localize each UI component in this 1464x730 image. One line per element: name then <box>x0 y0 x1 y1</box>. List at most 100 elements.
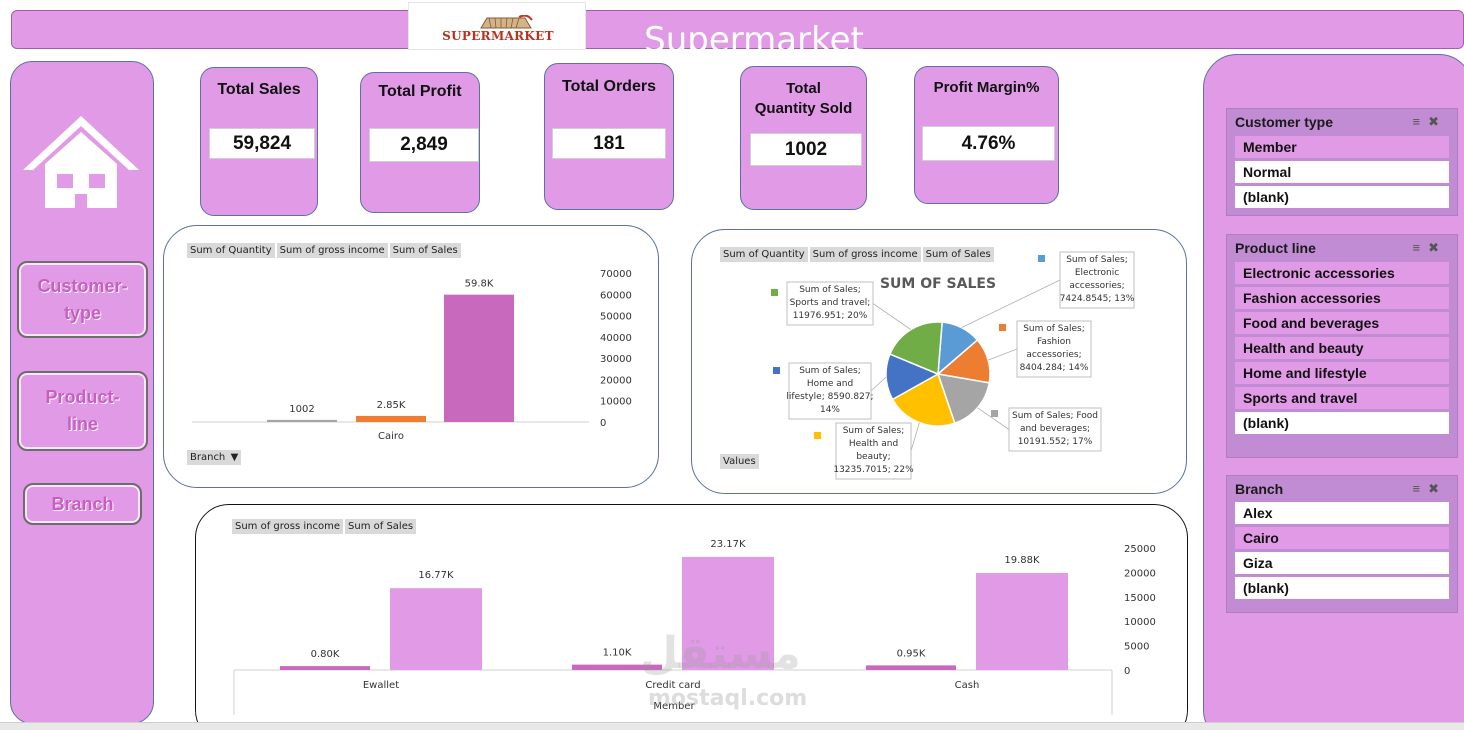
pie-data-label: lifestyle; 8590.827; <box>786 392 873 402</box>
pie-data-label: beauty; <box>856 452 890 462</box>
pie-slice[interactable] <box>888 321 943 376</box>
slicer-branch: Branch ≡✖ Alex Cairo Giza (blank) <box>1226 475 1458 613</box>
field-button-sum-gross-income[interactable]: Sum of gross income <box>232 519 344 534</box>
sales-pie-panel: Sum of Quantity Sum of gross income Sum … <box>691 229 1187 494</box>
customer-type-button[interactable]: Customer- type <box>17 261 148 338</box>
chart3-sales-bar[interactable] <box>390 588 482 670</box>
sales-pie-chart: SUM OF SALES Sum of Sales; Electronic acces… <box>771 251 1135 480</box>
watermark-url: mostaql.com <box>648 686 808 711</box>
pie-data-label-box <box>788 362 872 420</box>
slicer-item[interactable]: (blank) <box>1235 577 1449 599</box>
branch-button[interactable]: Branch <box>23 483 142 525</box>
chart1-field-buttons: Sum of Quantity Sum of gross income Sum … <box>187 243 461 258</box>
pie-legend-marker <box>771 289 778 296</box>
chart3-category-label: Cash <box>955 680 980 691</box>
slicer-item[interactable]: Normal <box>1235 161 1449 183</box>
slicer-product-line: Product line ≡✖ Electronic accessories Fa… <box>1226 234 1458 458</box>
slicer-item[interactable]: Home and lifestyle <box>1235 362 1449 384</box>
field-button-sum-gross-income[interactable]: Sum of gross income <box>809 247 921 262</box>
home-icon[interactable] <box>19 110 143 212</box>
slicer-item[interactable]: Member <box>1235 136 1449 158</box>
chart3-category-label: Credit card <box>645 680 700 691</box>
pie-legend-marker <box>773 367 780 374</box>
pie-legend-marker <box>1038 255 1045 262</box>
pie-data-label: Fashion <box>1037 337 1071 347</box>
kpi-total-quantity-sold: Total Quantity Sold 1002 <box>740 66 867 210</box>
pie-leader-line <box>977 407 1010 430</box>
pie-slice[interactable] <box>891 372 956 427</box>
pie-data-label: Sum of Sales; <box>1066 255 1128 265</box>
chart1-category-label: Cairo <box>378 431 404 442</box>
chart3-category-label: Ewallet <box>363 680 399 691</box>
slicer-item[interactable]: (blank) <box>1235 412 1449 434</box>
field-button-sum-sales[interactable]: Sum of Sales <box>922 247 994 262</box>
kpi-label: Total Profit <box>378 83 462 100</box>
chart3-data-label: 0.95K <box>897 648 926 659</box>
slicer-title: Product line <box>1235 240 1316 256</box>
chart3-data-label: 0.80K <box>311 649 340 660</box>
chart1-tick-label: 70000 <box>600 269 632 280</box>
slicer-item[interactable]: (blank) <box>1235 186 1449 208</box>
chart3-income-bar[interactable] <box>572 664 662 670</box>
kpi-value: 59,824 <box>209 128 315 159</box>
kpi-label: Profit Margin% <box>933 79 1040 96</box>
slicer-multiselect-clear-icons[interactable]: ≡✖ <box>1412 114 1447 129</box>
pie-data-label: 10191.552; 17% <box>1018 437 1093 447</box>
chart1-bar[interactable] <box>356 415 426 422</box>
chart1-data-label: 1002 <box>289 404 314 415</box>
title-bar: Supermarket <box>11 10 1464 60</box>
pie-data-label: 11976.951; 20% <box>793 311 868 321</box>
pie-data-label: Sum of Sales; <box>799 285 861 295</box>
chart3-axis-title: Member <box>653 701 695 712</box>
slicer-item[interactable]: Giza <box>1235 552 1449 574</box>
field-button-sum-sales[interactable]: Sum of Sales <box>345 519 417 534</box>
sheet-scrollbar-strip[interactable] <box>0 722 1464 730</box>
pie-data-label: 7424.8545; 13% <box>1060 294 1135 304</box>
chart3-data-label: 19.88K <box>1004 555 1040 566</box>
chart1-tick-label: 0 <box>600 418 606 429</box>
chart3-tick-label: 0 <box>1124 666 1130 677</box>
product-line-button[interactable]: Product- line <box>17 371 148 451</box>
chart3-data-label: 1.10K <box>603 648 632 659</box>
left-nav-panel: Customer- type Product- line Branch <box>10 61 154 724</box>
chart3-sales-bar[interactable] <box>682 556 774 670</box>
field-button-sum-gross-income[interactable]: Sum of gross income <box>276 243 388 258</box>
slicer-item[interactable]: Health and beauty <box>1235 337 1449 359</box>
pie-legend-marker <box>991 410 998 417</box>
field-button-sum-quantity[interactable]: Sum of Quantity <box>187 243 275 258</box>
pie-data-label: Sum of Sales; Food <box>1012 411 1098 421</box>
kpi-label: Total Sales <box>217 81 301 98</box>
chart3-sales-bar[interactable] <box>976 572 1068 670</box>
pie-data-label-box <box>1016 320 1092 378</box>
chart1-tick-label: 40000 <box>600 333 632 344</box>
chart1-bar[interactable] <box>444 294 514 422</box>
pie-data-label-box <box>835 422 912 480</box>
chart3-data-label: 16.77K <box>418 570 454 581</box>
field-button-sum-quantity[interactable]: Sum of Quantity <box>720 247 808 262</box>
slicer-multiselect-clear-icons[interactable]: ≡✖ <box>1412 240 1447 255</box>
chart3-tick-label: 25000 <box>1124 544 1156 555</box>
slicer-item[interactable]: Sports and travel <box>1235 387 1449 409</box>
field-button-sum-sales[interactable]: Sum of Sales <box>389 243 461 258</box>
kpi-total-profit: Total Profit 2,849 <box>360 72 480 213</box>
chart1-tick-label: 10000 <box>600 397 632 408</box>
slicer-title: Customer type <box>1235 114 1334 130</box>
chart3-income-bar[interactable] <box>280 666 370 670</box>
pie-data-label-box <box>1008 407 1102 452</box>
values-button[interactable]: Values <box>720 454 759 469</box>
chart1-bar[interactable] <box>267 419 337 422</box>
logo-text: SUPERMARKET <box>442 29 554 43</box>
pie-data-label: 14% <box>820 405 840 415</box>
slicer-item[interactable]: Fashion accessories <box>1235 287 1449 309</box>
slicer-item[interactable]: Electronic accessories <box>1235 262 1449 284</box>
filter-funnel-icon: ▼ <box>230 452 239 463</box>
payment-chart-panel: Sum of gross income Sum of Sales 25000 20… <box>195 504 1188 730</box>
slicer-item[interactable]: Food and beverages <box>1235 312 1449 334</box>
slicer-multiselect-clear-icons[interactable]: ≡✖ <box>1412 481 1447 496</box>
pie-leader-line <box>872 303 912 330</box>
branch-filter-button[interactable]: Branch ▼ <box>187 450 242 465</box>
chart3-income-bar[interactable] <box>866 665 956 670</box>
slicer-item[interactable]: Alex <box>1235 502 1449 524</box>
slicer-item[interactable]: Cairo <box>1235 527 1449 549</box>
kpi-total-orders: Total Orders 181 <box>544 63 674 210</box>
